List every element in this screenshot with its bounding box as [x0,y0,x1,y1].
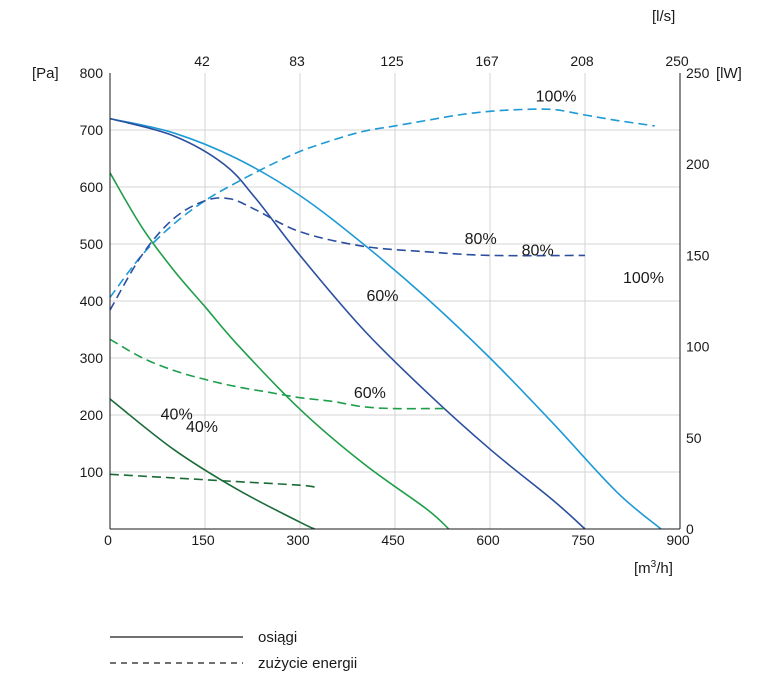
curve-percent-label: 100% [623,270,664,287]
x-bottom-tick-label: 150 [191,532,215,548]
x-top-tick-label: 167 [475,53,499,69]
labels: 0 150 300 450 600 750 900 42 83 125 167 208 250 100 20… [80,53,710,548]
y-right-tick-label: 50 [686,430,702,446]
y-right-tick-label: 150 [686,247,710,263]
y-right-unit-label: [lW] [716,65,742,82]
x-top-tick-label: 250 [665,53,689,69]
x-bottom-unit-tail: /h] [656,560,673,577]
curves [109,108,662,530]
y-right-tick-label: 200 [686,156,710,172]
power-curve-100pct [109,108,655,298]
curve-percent-label: 40% [161,407,193,424]
curve-percent-label: 60% [367,288,399,305]
x-top-tick-label: 42 [194,53,210,69]
y-left-tick-label: 700 [80,122,104,138]
y-right-tick-label: 0 [686,521,694,537]
x-bottom-tick-label: 600 [476,532,500,548]
x-bottom-unit-label: [m3/h] [634,559,673,577]
x-bottom-unit-sup: 3 [651,559,657,570]
legend-dashed-label: zużycie energii [258,655,357,672]
power-curve-80pct [109,197,586,311]
y-left-tick-label: 300 [80,350,104,366]
legend: osiągi zużycie energii [110,629,357,672]
curve-percent-label: 80% [465,231,497,248]
y-left-tick-label: 200 [80,407,104,423]
y-left-tick-label: 600 [80,179,104,195]
x-bottom-tick-label: 900 [666,532,690,548]
y-left-tick-label: 500 [80,236,104,252]
y-left-tick-label: 400 [80,293,104,309]
x-top-tick-label: 125 [380,53,404,69]
x-top-tick-label: 208 [570,53,594,69]
curve-percent-label: 100% [536,89,577,106]
y-right-tick-label: 250 [686,65,710,81]
y-left-unit-label: [Pa] [32,65,59,82]
curve-percent-label: 40% [186,419,218,436]
x-bottom-tick-label: 750 [571,532,595,548]
y-left-tick-label: 800 [80,65,104,81]
x-bottom-unit-base: [m [634,560,651,577]
y-left-tick-label: 100 [80,464,104,480]
legend-solid-label: osiągi [258,629,297,646]
power-curve-40pct [109,473,315,488]
grid [110,73,680,529]
curve-percent-label: 80% [522,242,554,259]
performance-curve-80pct [109,117,586,530]
power-curve-60pct [109,338,449,410]
x-bottom-tick-label: 450 [381,532,405,548]
performance-curve-100pct [109,117,662,530]
performance-curve-60pct [109,172,450,530]
x-bottom-tick-label: 300 [286,532,310,548]
performance-curve-40pct [109,398,315,530]
x-top-tick-label: 83 [289,53,305,69]
axes [109,73,681,530]
x-top-unit-label: [l/s] [652,8,675,25]
curve-percent-label: 60% [354,385,386,402]
x-bottom-tick-label: 0 [104,532,112,548]
y-right-tick-label: 100 [686,339,710,355]
